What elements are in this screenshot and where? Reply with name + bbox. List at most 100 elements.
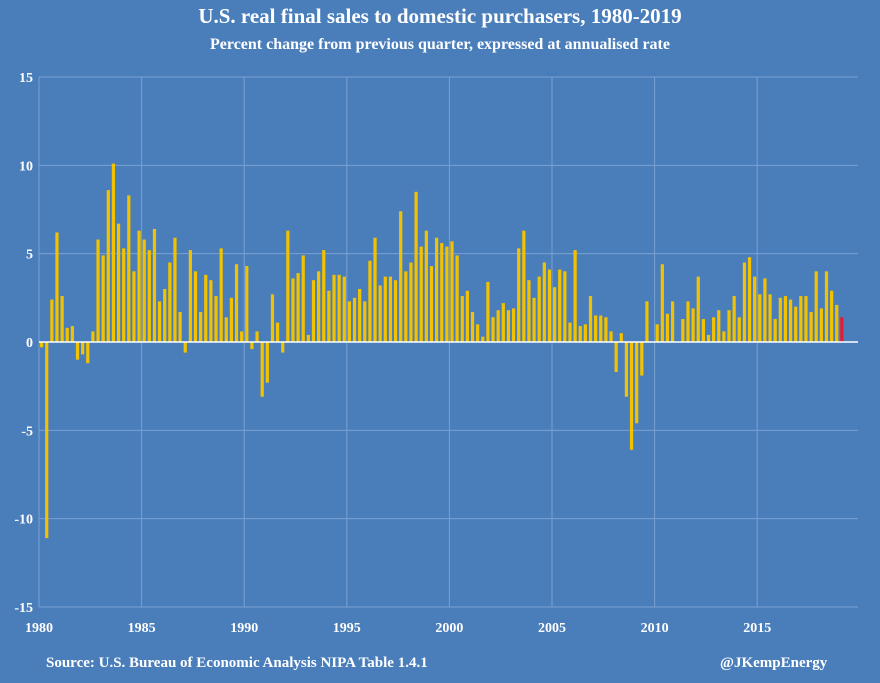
bar: [393, 280, 398, 342]
bar: [753, 276, 757, 342]
bar: [409, 262, 413, 342]
bar: [127, 195, 131, 342]
bar-series: [40, 163, 844, 539]
bar: [824, 271, 829, 342]
bar: [193, 271, 198, 342]
bar: [830, 290, 834, 342]
bar: [619, 333, 623, 342]
bar: [265, 342, 269, 383]
x-tick-label: 1985: [128, 621, 156, 636]
bar: [75, 342, 80, 360]
bar: [147, 250, 151, 342]
bar: [399, 211, 403, 342]
bar: [558, 269, 562, 342]
bar: [460, 296, 464, 342]
bar: [260, 342, 264, 397]
bar: [86, 342, 90, 364]
y-tick-label: -10: [14, 513, 33, 528]
bar: [578, 326, 582, 342]
bar: [152, 228, 157, 342]
bar: [604, 317, 608, 342]
bar: [778, 297, 782, 342]
x-axis-ticks: 1980 1985 1990 1995 2000 2005 2010 2015: [25, 621, 771, 636]
bar: [424, 230, 428, 342]
bar: [332, 274, 336, 342]
bar: [527, 280, 531, 342]
y-axis-ticks: 15 10 5 0 -5 -10 -15: [14, 71, 33, 616]
bar: [327, 290, 331, 342]
y-tick-label: 10: [19, 159, 33, 174]
bar: [255, 331, 259, 342]
bar: [501, 303, 505, 342]
x-tick-label: 1990: [230, 621, 258, 636]
bar: [814, 271, 818, 342]
bar: [747, 257, 752, 342]
bar: [116, 223, 121, 342]
bar: [347, 301, 351, 342]
y-tick-label: 5: [26, 248, 33, 263]
bar: [706, 334, 711, 342]
bar: [624, 342, 629, 397]
bar: [168, 262, 172, 342]
x-tick-label: 2015: [743, 621, 771, 636]
x-tick-label: 2005: [538, 621, 566, 636]
bar: [517, 248, 521, 342]
bar: [363, 301, 367, 342]
bar: [163, 289, 167, 342]
y-tick-label: 0: [26, 336, 33, 351]
bar: [506, 310, 511, 342]
x-tick-label: 2000: [435, 621, 463, 636]
bar: [337, 274, 341, 342]
bar: [594, 315, 598, 342]
bar: [373, 237, 377, 342]
bar: [440, 243, 444, 342]
bar: [609, 331, 613, 342]
bar: [588, 296, 593, 342]
bar: [640, 342, 644, 376]
bar: [599, 315, 603, 342]
bar: [209, 280, 213, 342]
bar: [809, 311, 813, 342]
bar: [96, 239, 100, 342]
bar: [768, 294, 772, 342]
bar: [568, 322, 572, 342]
bar: [270, 294, 275, 342]
bar: [368, 260, 372, 342]
bar: [132, 271, 136, 342]
bar: [445, 246, 449, 342]
bar: [840, 317, 844, 342]
bar: [563, 271, 567, 342]
x-tick-label: 1980: [25, 621, 53, 636]
bar: [122, 248, 126, 342]
bar: [157, 301, 162, 342]
bar: [583, 324, 587, 342]
bar: [50, 299, 54, 342]
bar: [804, 296, 808, 342]
bar: [486, 281, 490, 342]
bar: [691, 308, 695, 342]
bar: [60, 296, 64, 342]
y-tick-label: 15: [19, 71, 33, 86]
bar: [799, 296, 803, 342]
bar: [542, 262, 546, 342]
bar: [701, 319, 705, 342]
bar: [106, 190, 110, 342]
bar: [496, 310, 500, 342]
bar: [301, 255, 305, 342]
bar: [665, 313, 670, 342]
bar: [532, 297, 536, 342]
bar: [358, 289, 362, 342]
bar: [537, 276, 541, 342]
y-tick-label: -5: [21, 424, 33, 439]
bar: [573, 250, 577, 342]
bar: [419, 246, 423, 342]
bar: [219, 248, 223, 342]
bar: [742, 262, 747, 342]
chart-subtitle: Percent change from previous quarter, ex…: [210, 36, 670, 53]
bar: [645, 301, 649, 342]
bar: [286, 230, 290, 342]
bar: [732, 296, 736, 342]
bar: [717, 310, 721, 342]
bar: [783, 296, 788, 342]
x-tick-label: 1995: [333, 621, 361, 636]
